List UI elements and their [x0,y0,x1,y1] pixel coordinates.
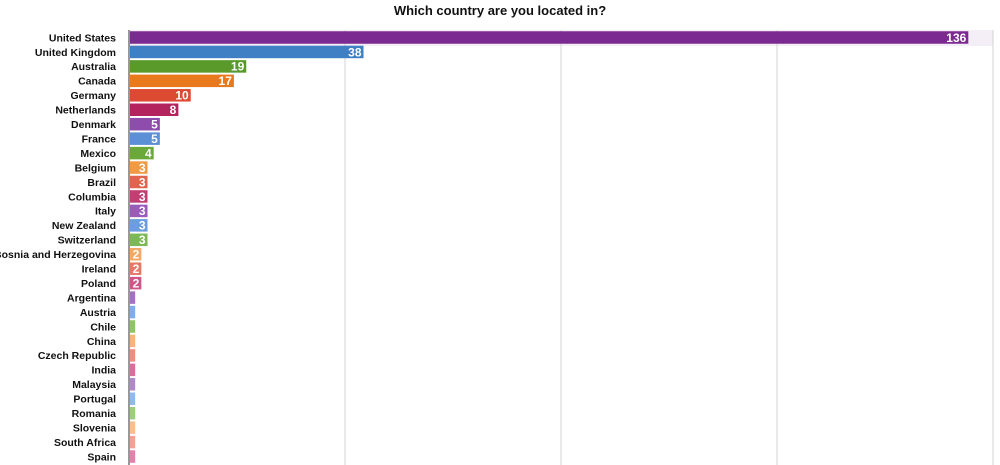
category-label: United States [49,32,116,44]
bar[interactable] [130,262,142,275]
bar[interactable] [130,89,191,102]
bar-value-label: 8 [170,103,177,117]
category-label: Switzerland [58,235,116,247]
bar[interactable] [130,132,160,145]
bar[interactable] [130,392,136,406]
category-label: Romania [72,408,117,420]
bar-value-label: 2 [133,276,140,290]
bar-value-label: 136 [946,31,966,45]
category-label: Spain [87,451,116,463]
bar-value-label: 4 [145,146,152,160]
bar[interactable] [130,117,160,131]
bar[interactable] [130,276,142,290]
category-label: Brazil [87,177,116,189]
category-label: Chile [90,321,116,333]
category-label: Bosnia and Herzegovina [0,249,116,261]
bar[interactable] [130,363,136,377]
bar[interactable] [130,334,136,348]
bar[interactable] [130,175,148,189]
category-label: Italy [95,206,116,218]
category-label: Malaysia [72,379,116,391]
bar-value-label: 2 [133,248,140,262]
bar[interactable] [130,219,148,232]
category-label: India [91,365,116,377]
bar[interactable] [130,204,148,218]
category-label: Austria [80,307,116,319]
category-label: Portugal [73,394,116,406]
bar-value-label: 3 [139,219,146,233]
category-label: Australia [71,61,116,73]
category-label: Poland [81,278,116,290]
bar[interactable] [130,291,136,304]
bar-value-label: 3 [139,190,146,204]
bar[interactable] [130,450,136,463]
bar[interactable] [130,31,969,44]
category-label: Ireland [82,264,116,276]
bar[interactable] [130,60,247,73]
bar-value-label: 10 [175,89,189,103]
bar[interactable] [130,421,136,434]
bar[interactable] [130,378,136,391]
bar-value-label: 3 [139,233,146,247]
category-label: Belgium [75,162,116,174]
bar[interactable] [130,74,234,88]
category-label: Canada [78,76,116,88]
category-label: China [87,336,116,348]
category-label: Columbia [68,191,116,203]
bar-value-label: 5 [151,118,158,132]
bar[interactable] [130,248,142,261]
bar[interactable] [130,45,364,59]
category-label: Mexico [80,148,116,160]
bar-value-label: 17 [219,74,233,88]
bar[interactable] [130,305,136,319]
bar-value-label: 2 [133,262,140,276]
bar-value-label: 3 [139,175,146,189]
category-label: Denmark [71,119,116,131]
category-label: Germany [70,90,116,102]
category-label: Netherlands [55,105,116,117]
category-label: Czech Republic [38,350,116,362]
category-label: Argentina [67,292,116,304]
category-label: France [82,133,117,145]
category-label: United Kingdom [35,47,116,59]
bar-value-label: 3 [139,161,146,175]
bar[interactable] [130,146,154,160]
bar[interactable] [130,233,148,247]
bar[interactable] [130,190,148,203]
bar[interactable] [130,406,136,420]
bar-value-label: 3 [139,204,146,218]
bar[interactable] [130,320,136,333]
category-label: Slovenia [73,422,116,434]
bar-value-label: 38 [348,45,362,59]
chart-title: Which country are you located in? [393,3,607,18]
bar[interactable] [130,161,148,174]
bar-value-label: 5 [151,132,158,146]
category-label: New Zealand [52,220,116,232]
category-label: South Africa [54,437,116,449]
bar-value-label: 19 [231,60,245,74]
bar[interactable] [130,103,179,117]
bar[interactable] [130,349,136,362]
bar[interactable] [130,435,136,449]
